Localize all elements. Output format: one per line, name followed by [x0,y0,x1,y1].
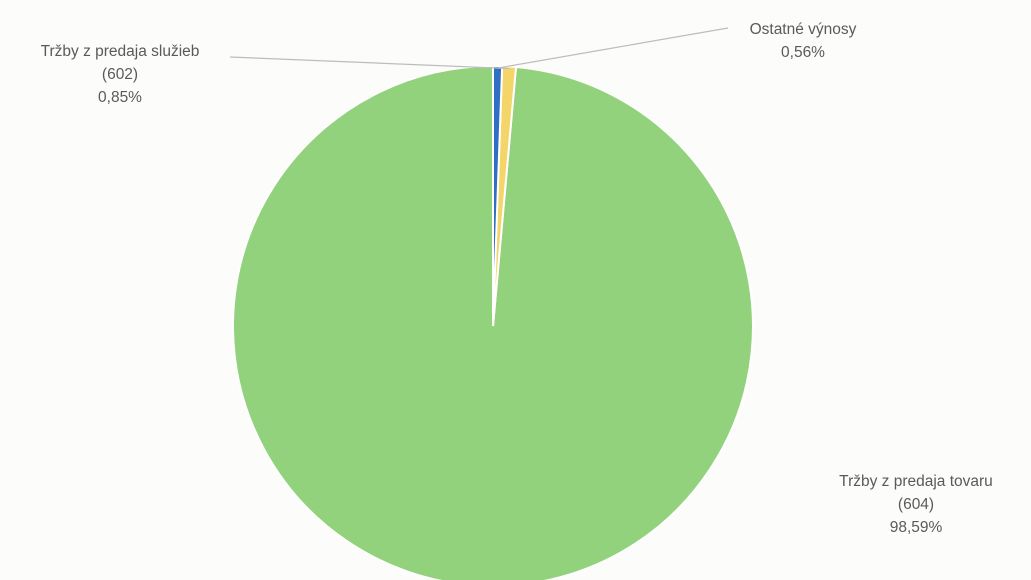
pie-slice-ostatne [492,64,504,327]
slice-label-sluzby: Tržby z predaja služieb (602) 0,85% [0,40,240,109]
slice-label-tovar-code: (604) [897,496,935,513]
slice-label-ostatne-name: Ostatné výnosy [749,21,857,38]
slice-label-sluzby-percent: 0,85% [98,89,142,106]
slice-label-tovar-name: Tržby z predaja tovaru [839,473,993,490]
slice-label-sluzby-code: (602) [101,66,139,83]
slice-label-ostatne: Ostatné výnosy 0,56% [720,18,886,64]
slice-label-sluzby-name: Tržby z predaja služieb [40,43,200,60]
slice-label-ostatne-percent: 0,56% [781,44,825,61]
slice-label-tovar-percent: 98,59% [889,519,943,536]
slice-label-tovar: Tržby z predaja tovaru (604) 98,59% [800,470,1031,539]
pie-slice-tovar [232,64,754,580]
leader-line-sluzby [229,56,510,70]
leader-line-ostatne [497,27,729,69]
